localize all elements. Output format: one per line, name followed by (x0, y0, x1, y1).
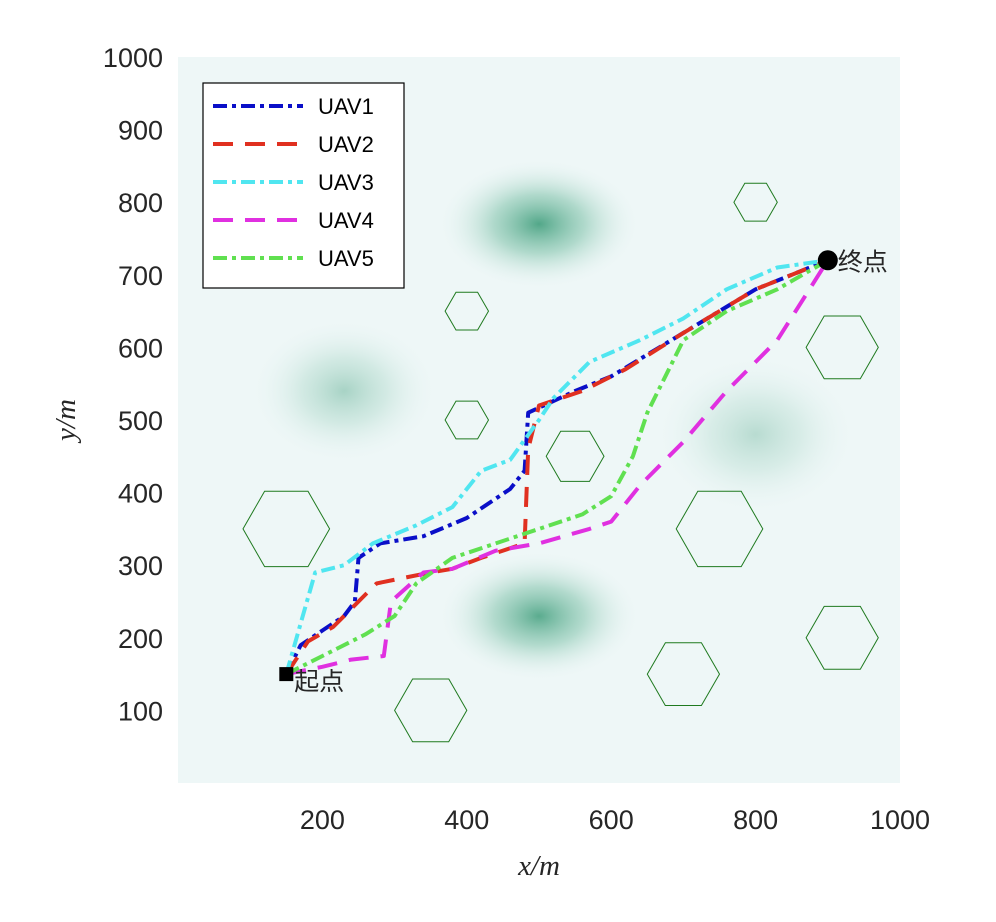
obstacle-hexagon (733, 182, 778, 222)
y-tick-label: 1000 (103, 43, 163, 73)
y-tick-label: 800 (118, 188, 163, 218)
obstacle-hexagon (805, 315, 879, 380)
uav-paths (284, 258, 830, 677)
x-tick-label: 800 (733, 805, 778, 835)
path-uav3 (284, 258, 829, 675)
obstacle-hexagon (805, 605, 879, 670)
y-tick-label: 300 (118, 551, 163, 581)
y-tick-label: 500 (118, 406, 163, 436)
legend-label-uav4: UAV4 (318, 208, 374, 233)
legend-label-uav5: UAV5 (318, 246, 374, 271)
obstacle-hexagon (444, 291, 490, 331)
x-tick-label: 1000 (870, 805, 930, 835)
y-tick-label: 600 (118, 333, 163, 363)
obstacle-hexagon (444, 400, 490, 440)
legend-label-uav1: UAV1 (318, 94, 374, 119)
y-tick-label: 100 (118, 696, 163, 726)
legend-label-uav2: UAV2 (318, 132, 374, 157)
terrain-peak (437, 158, 641, 290)
terrain-peak (654, 354, 857, 515)
obstacle-hexagon (242, 490, 331, 568)
goal-marker (817, 250, 838, 271)
y-tick-labels: 100 200 300 400 500 600 700 800 900 1000 (103, 43, 163, 726)
legend-label-uav3: UAV3 (318, 170, 374, 195)
obstacles (242, 182, 879, 743)
goal-label: 终点 (838, 247, 888, 276)
y-tick-label: 400 (118, 479, 163, 509)
x-tick-label: 400 (444, 805, 489, 835)
legend-box (202, 82, 405, 289)
obstacle-hexagon (675, 490, 764, 568)
x-tick-label: 600 (589, 805, 634, 835)
start-label: 起点 (294, 667, 344, 696)
x-tick-labels: 200 400 600 800 1000 (300, 805, 930, 835)
obstacle-hexagon (646, 642, 721, 706)
y-tick-label: 900 (118, 116, 163, 146)
y-tick-label: 700 (118, 261, 163, 291)
terrain-peak (250, 318, 438, 464)
y-tick-label: 200 (118, 624, 163, 654)
path-uav5 (285, 258, 829, 676)
terrain-peak (437, 550, 641, 682)
x-tick-label: 200 (300, 805, 345, 835)
terrain-heatmap (250, 158, 857, 682)
path-uav4 (285, 259, 830, 677)
start-marker (279, 667, 294, 682)
y-axis-label: y/m (50, 399, 82, 444)
x-axis-label: x/m (517, 850, 560, 882)
obstacle-hexagon (545, 430, 605, 482)
obstacle-hexagon (394, 678, 468, 743)
legend: UAV1 UAV2 UAV3 UAV4 UAV5 (202, 82, 405, 289)
